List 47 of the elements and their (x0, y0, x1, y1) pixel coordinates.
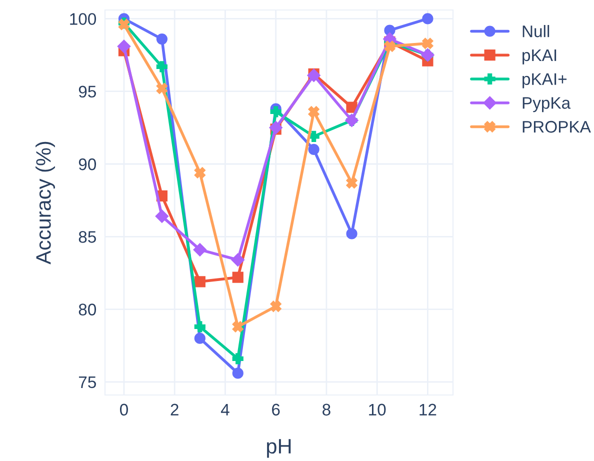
point (155, 210, 169, 223)
point (194, 321, 206, 332)
point (384, 40, 396, 52)
x-tick-label: 0 (120, 404, 128, 416)
point (346, 177, 358, 188)
x-tick-label: 2 (170, 404, 178, 416)
point (156, 34, 168, 45)
legend-label: pKAI (522, 49, 556, 64)
y-tick-label: 95 (78, 86, 96, 98)
point (269, 121, 282, 134)
x-tick-label: 10 (369, 404, 386, 416)
x-tick-label: 6 (272, 404, 280, 416)
point (231, 253, 244, 266)
point (346, 228, 358, 240)
y-axis-title: Accuracy (%) (36, 142, 55, 264)
y-tick-label: 85 (78, 231, 96, 243)
point (194, 332, 206, 344)
y-tick-label: 80 (78, 304, 96, 316)
x-tick-label: 12 (420, 404, 436, 416)
point (308, 106, 320, 118)
point (232, 368, 244, 379)
x-axis-title: pH (267, 439, 291, 458)
point (117, 40, 131, 53)
legend-label: PypKa (522, 97, 571, 112)
point (270, 106, 282, 118)
legend-label: PROPKA (522, 120, 591, 133)
legend-label: Null (522, 25, 550, 38)
point (308, 144, 320, 156)
y-tick-label: 100 (70, 13, 96, 25)
point (270, 300, 282, 312)
x-tick-label: 4 (220, 404, 230, 416)
legend-label: pKAI+ (522, 73, 567, 88)
y-tick-label: 75 (78, 376, 96, 388)
point (346, 102, 358, 113)
point (422, 38, 434, 49)
point (232, 272, 244, 283)
point (156, 82, 168, 94)
y-tick-label: 90 (78, 158, 96, 170)
point (307, 68, 320, 82)
point (422, 13, 434, 24)
point (232, 321, 244, 332)
point (194, 276, 206, 288)
point (156, 61, 168, 72)
x-tick-label: 8 (322, 404, 330, 416)
point (232, 353, 244, 364)
point (194, 167, 206, 178)
point (193, 243, 206, 256)
